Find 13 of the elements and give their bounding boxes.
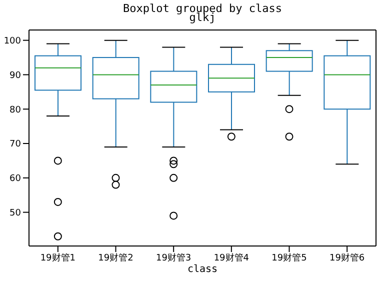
x-tick-label: 19财管5 (272, 252, 307, 264)
x-axis-title: class (186, 264, 219, 275)
y-tick-label: 50 (10, 208, 22, 218)
y-tick-label: 70 (10, 140, 22, 150)
x-tick-label: 19财管6 (329, 252, 365, 264)
x-tick-label: 19财管4 (214, 252, 250, 264)
x-tick-label: 19财管3 (156, 252, 192, 264)
x-tick-label: 19财管2 (98, 252, 134, 264)
y-tick-label: 80 (10, 105, 22, 116)
y-tick-label: 60 (10, 174, 22, 184)
x-tick-label: 19财管1 (40, 252, 76, 264)
y-tick-label: 100 (4, 36, 22, 47)
y-tick-label: 90 (10, 70, 22, 81)
